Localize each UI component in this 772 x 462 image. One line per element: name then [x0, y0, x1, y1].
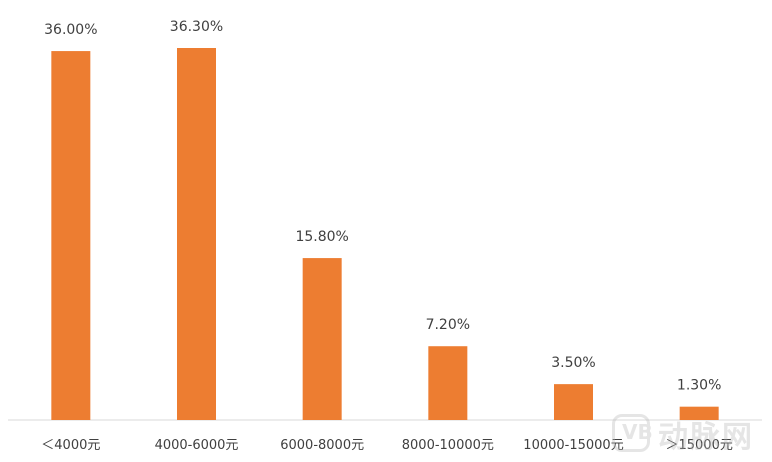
bar-1 [177, 48, 216, 420]
x-tick-label-5: ＞15000元 [665, 438, 732, 453]
x-tick-label-4: 10000-15000元 [523, 438, 623, 453]
x-tick-label-1: 4000-6000元 [155, 438, 239, 453]
bar-5 [679, 406, 719, 420]
watermark-logo-text: VB [622, 420, 653, 444]
watermark-logo-icon: VB [612, 414, 653, 452]
bar-0 [51, 51, 91, 421]
data-label-3: 7.20% [426, 317, 470, 333]
data-label-5: 1.30% [677, 378, 721, 394]
x-tick-label-3: 8000-10000元 [402, 438, 494, 453]
watermark: VB 动脉网 [612, 410, 762, 456]
bar-4 [554, 384, 593, 420]
x-tick-label-2: 6000-8000元 [280, 438, 364, 453]
bar-2 [302, 258, 342, 420]
data-label-0: 36.00% [44, 22, 97, 38]
watermark-text: 动脉网 [658, 420, 754, 455]
x-tick-labels-group: ＜4000元 4000-6000元 6000-8000元 8000-10000元 100… [41, 438, 733, 453]
data-labels-group: 36.00% 36.30% 15.80% 7.20% 3.50% 1.30% [44, 19, 721, 394]
x-tick-label-0: ＜4000元 [41, 438, 100, 453]
data-label-1: 36.30% [170, 19, 223, 35]
data-label-4: 3.50% [551, 355, 595, 371]
data-label-2: 15.80% [295, 229, 348, 245]
bar-3 [428, 346, 468, 420]
bars-group [51, 48, 719, 421]
